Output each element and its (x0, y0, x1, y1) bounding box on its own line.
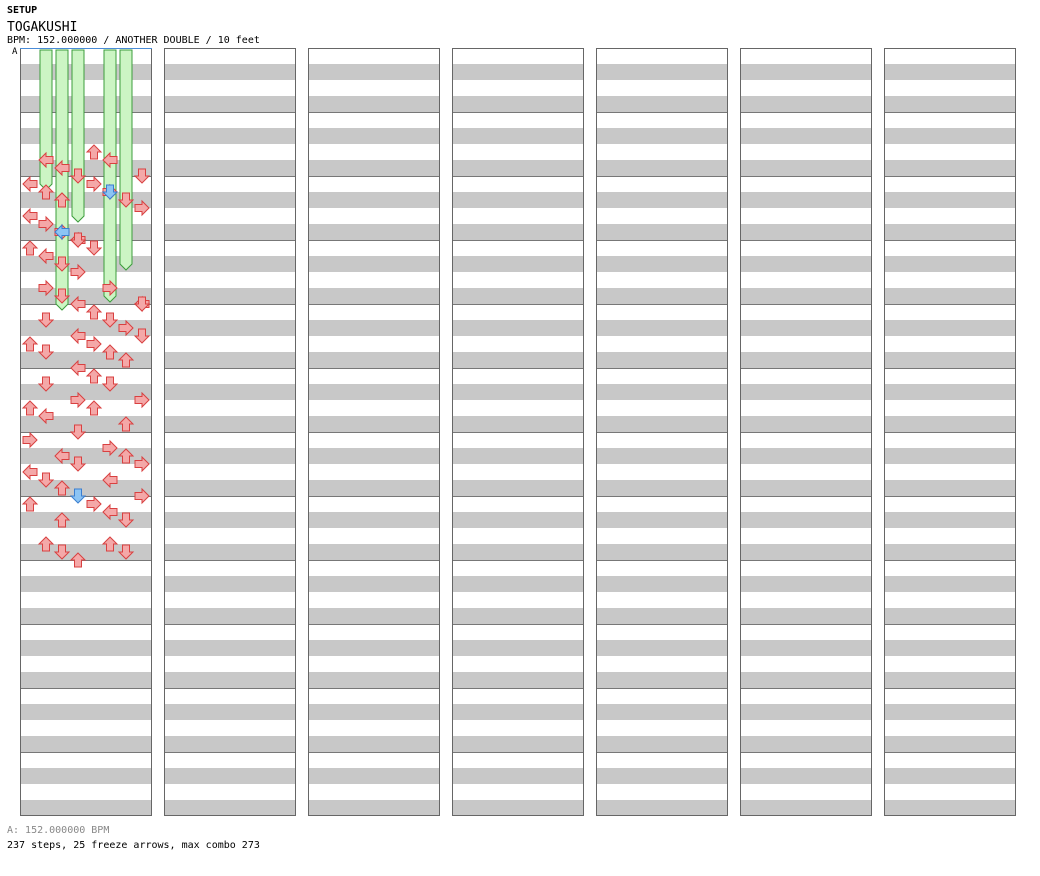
step-arrow (134, 391, 150, 409)
step-arrow (101, 312, 119, 328)
step-arrow (54, 159, 70, 177)
step-arrow (53, 480, 71, 496)
step-arrow (53, 512, 71, 528)
step-arrow (22, 463, 38, 481)
step-arrow (86, 335, 102, 353)
step-arrow (102, 439, 118, 457)
step-arrow (37, 312, 55, 328)
freeze-arrow (119, 49, 133, 271)
step-arrow (101, 184, 119, 200)
step-arrow (70, 327, 86, 345)
step-arrow (38, 151, 54, 169)
step-arrow (101, 376, 119, 392)
step-arrow (21, 496, 39, 512)
step-arrow (53, 256, 71, 272)
step-arrow (101, 344, 119, 360)
step-arrow (53, 192, 71, 208)
step-arrow (22, 431, 38, 449)
step-arrow (70, 391, 86, 409)
step-arrow (70, 263, 86, 281)
step-arrow (117, 352, 135, 368)
bpm-marker-label: A (12, 47, 18, 57)
step-arrow (86, 175, 102, 193)
step-arrow (69, 424, 87, 440)
song-title: TOGAKUSHI (7, 20, 78, 35)
step-arrow (54, 223, 70, 241)
step-arrow (85, 400, 103, 416)
chart-column (740, 48, 872, 816)
step-arrow (86, 495, 102, 513)
step-arrow (117, 544, 135, 560)
freeze-arrow (103, 49, 117, 303)
step-arrow (37, 536, 55, 552)
chart-column (164, 48, 296, 816)
step-arrow (101, 536, 119, 552)
chart-column (452, 48, 584, 816)
step-arrow (102, 151, 118, 169)
step-arrow (21, 336, 39, 352)
step-arrow (69, 168, 87, 184)
step-arrow (117, 192, 135, 208)
step-arrow (53, 288, 71, 304)
chart-column (308, 48, 440, 816)
step-arrow (117, 416, 135, 432)
freeze-arrow (39, 49, 53, 191)
chart-meta: BPM: 152.000000 / ANOTHER DOUBLE / 10 fe… (7, 35, 260, 46)
step-arrow (85, 144, 103, 160)
step-arrow (37, 344, 55, 360)
section-label: SETUP (7, 5, 38, 16)
step-arrow (37, 184, 55, 200)
step-arrow (117, 448, 135, 464)
step-arrow (37, 376, 55, 392)
freeze-arrow (55, 49, 69, 311)
bpm-summary: A: 152.000000 BPM (7, 825, 110, 836)
step-stats: 237 steps, 25 freeze arrows, max combo 2… (7, 840, 260, 851)
step-arrow (133, 328, 151, 344)
step-arrow (85, 304, 103, 320)
step-arrow (69, 232, 87, 248)
step-arrow (118, 319, 134, 337)
step-arrow (70, 295, 86, 313)
step-arrow (102, 279, 118, 297)
step-arrow (21, 240, 39, 256)
step-arrow (70, 359, 86, 377)
step-arrow (38, 215, 54, 233)
step-arrow (69, 488, 87, 504)
step-arrow (22, 175, 38, 193)
step-arrow (54, 447, 70, 465)
step-arrow (134, 455, 150, 473)
step-arrow (38, 247, 54, 265)
chart-column (884, 48, 1016, 816)
step-arrow (102, 471, 118, 489)
step-arrow (85, 368, 103, 384)
step-arrow (69, 456, 87, 472)
step-arrow (38, 279, 54, 297)
chart-column (596, 48, 728, 816)
step-arrow (22, 207, 38, 225)
step-arrow (134, 487, 150, 505)
step-arrow (85, 240, 103, 256)
step-arrow (69, 552, 87, 568)
step-arrow (102, 503, 118, 521)
step-arrow (134, 199, 150, 217)
step-arrow (133, 296, 151, 312)
step-arrow (53, 544, 71, 560)
step-arrow (117, 512, 135, 528)
step-arrow (21, 400, 39, 416)
step-arrow (38, 407, 54, 425)
step-arrow (37, 472, 55, 488)
step-arrow (133, 168, 151, 184)
freeze-arrow (71, 49, 85, 223)
